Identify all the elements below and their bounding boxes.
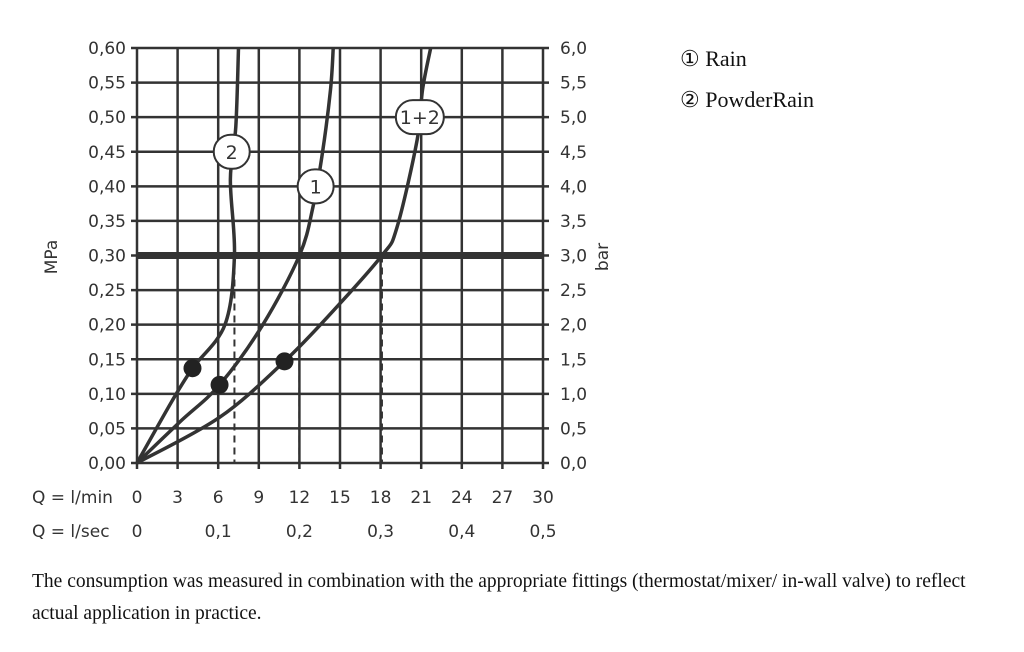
y-tick-label-left: 0,40 [88, 177, 126, 197]
y-tick-label-right: 2,0 [560, 316, 587, 336]
y-axis-label-left: MPa [42, 240, 62, 275]
y-tick-label-left: 0,25 [88, 281, 126, 301]
y-tick-label-left: 0,60 [88, 39, 126, 59]
x-tick-label: 21 [410, 488, 432, 508]
x-tick-label: 27 [492, 488, 514, 508]
series-label: 1 [310, 176, 322, 198]
x-axis-label: Q = l/sec [32, 522, 110, 542]
series-label-bubble [394, 99, 445, 136]
legend-symbol: ① [680, 46, 700, 71]
y-tick-label-left: 0,05 [88, 419, 126, 439]
x-tick-label: 0,2 [286, 522, 313, 542]
x-tick-label: 0,4 [448, 522, 475, 542]
y-tick-label-left: 0,10 [88, 385, 126, 405]
y-tick-label-right: 1,5 [560, 350, 587, 370]
x-tick-label: 15 [329, 488, 351, 508]
y-tick-label-right: 3,5 [560, 212, 587, 232]
series-marker [183, 359, 202, 378]
y-tick-label-left: 0,55 [88, 74, 126, 94]
y-tick-label-right: 2,5 [560, 281, 587, 301]
x-tick-label: 0,5 [529, 522, 556, 542]
series-label-bubble [296, 168, 335, 205]
legend-item-powderrain: ② PowderRain [680, 87, 814, 113]
y-tick-label-left: 0,45 [88, 143, 126, 163]
x-tick-label: 3 [172, 488, 183, 508]
series-label-bubble [212, 133, 251, 170]
y-tick-label-right: 5,5 [560, 74, 587, 94]
x-tick-label: 6 [213, 488, 224, 508]
x-tick-label: 0,1 [205, 522, 232, 542]
pressure-flow-chart: 0,00 0,00,05 0,50,10 1,00,15 1,50,20 2,00,25 2… [32, 39, 613, 542]
y-tick-label-right: 3,0 [560, 247, 587, 267]
series-line [135, 47, 335, 465]
x-tick-label: 0,3 [367, 522, 394, 542]
x-tick-label: 18 [370, 488, 392, 508]
y-tick-label-left: 0,20 [88, 316, 126, 336]
series-line [135, 47, 241, 464]
y-tick-label-left: 0,15 [88, 350, 126, 370]
y-tick-label-right: 5,0 [560, 108, 587, 128]
y-tick-label-right: 4,5 [560, 143, 587, 163]
legend-item-rain: ① Rain [680, 46, 747, 72]
series-marker [275, 352, 294, 371]
x-tick-label: 9 [253, 488, 264, 508]
x-tick-label: 0 [132, 488, 143, 508]
x-tick-label: 12 [289, 488, 311, 508]
legend-symbol: ② [680, 87, 700, 112]
series-label: 1+2 [400, 107, 440, 129]
y-tick-label-left: 0,00 [88, 454, 126, 474]
x-axis-label: Q = l/min [32, 488, 113, 508]
y-tick-label-left: 0,35 [88, 212, 126, 232]
y-tick-label-right: 6,0 [560, 39, 587, 59]
legend-label: Rain [705, 46, 747, 71]
x-tick-label: 0 [132, 522, 143, 542]
y-tick-label-right: 0,5 [560, 419, 587, 439]
y-tick-label-right: 1,0 [560, 385, 587, 405]
x-tick-label: 24 [451, 488, 473, 508]
y-tick-label-left: 0,30 [88, 247, 126, 267]
series-label: 2 [226, 142, 238, 164]
y-tick-label-left: 0,50 [88, 108, 126, 128]
y-tick-label-right: 4,0 [560, 177, 587, 197]
caption: The consumption was measured in combinat… [32, 571, 966, 624]
y-axis-label-right: bar [593, 243, 613, 271]
y-tick-label-right: 0,0 [560, 454, 587, 474]
series-marker [210, 375, 229, 394]
legend-label: PowderRain [705, 87, 814, 112]
x-tick-label: 30 [532, 488, 554, 508]
